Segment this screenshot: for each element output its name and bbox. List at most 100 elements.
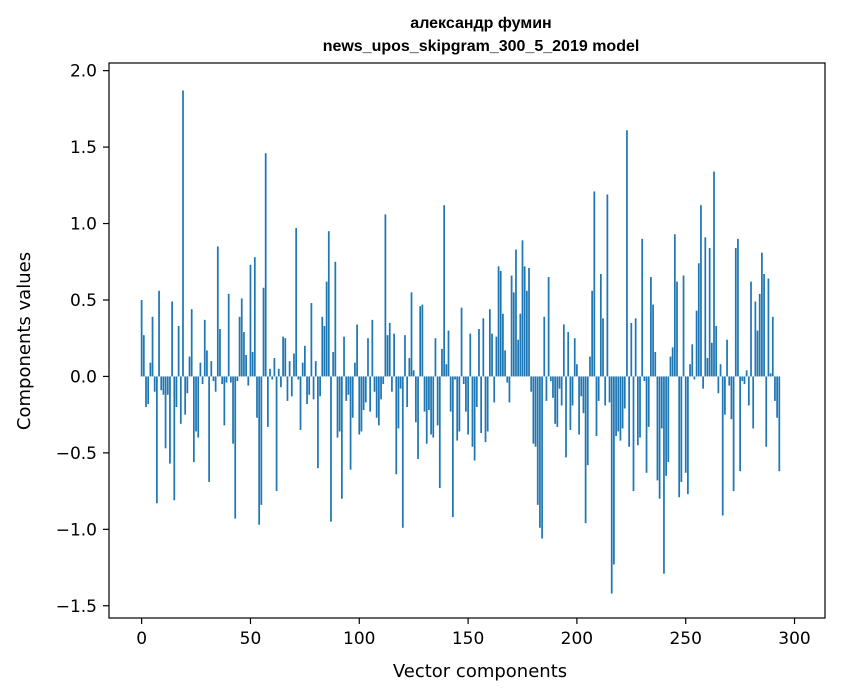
bar	[286, 376, 289, 401]
bar	[234, 376, 237, 519]
bar	[393, 333, 395, 377]
bar	[449, 376, 452, 412]
bar	[264, 153, 267, 377]
bar	[669, 356, 672, 377]
bar	[647, 376, 650, 427]
bar	[445, 364, 448, 377]
bar	[569, 376, 572, 430]
bar	[267, 376, 269, 427]
bar	[432, 376, 435, 438]
bar	[745, 370, 748, 377]
bar	[721, 376, 724, 516]
bar	[737, 238, 739, 377]
bar	[536, 376, 539, 505]
bar	[460, 307, 463, 377]
bar	[193, 376, 195, 463]
bar	[343, 336, 345, 377]
bar	[767, 278, 770, 377]
bar	[334, 261, 337, 377]
bar	[169, 376, 171, 464]
bar	[534, 376, 537, 447]
bar	[441, 348, 443, 377]
bar	[164, 376, 167, 449]
bar	[151, 316, 154, 377]
bar	[299, 376, 302, 430]
bar	[260, 376, 263, 505]
bar	[754, 301, 757, 377]
bar	[377, 376, 380, 426]
bar	[554, 376, 557, 424]
bar	[604, 376, 607, 406]
bar	[414, 376, 417, 423]
bar	[532, 376, 535, 444]
bar	[330, 376, 332, 522]
bar	[253, 257, 256, 377]
bar	[602, 318, 604, 377]
bar	[232, 376, 234, 444]
bar	[560, 376, 563, 406]
bar	[186, 376, 189, 394]
bar	[465, 376, 467, 412]
bar	[227, 293, 230, 377]
x-tick-label: 200	[561, 629, 593, 649]
bar	[695, 310, 698, 377]
bar	[384, 214, 387, 377]
bar	[156, 376, 158, 504]
bar	[756, 330, 759, 377]
bar	[391, 376, 393, 392]
bar	[741, 376, 744, 382]
bar	[628, 376, 630, 447]
bar	[562, 324, 565, 377]
bar	[747, 376, 750, 406]
bar	[730, 376, 733, 420]
bar	[543, 316, 546, 377]
bar	[251, 351, 254, 377]
bar	[367, 338, 369, 377]
bar	[502, 313, 504, 377]
bar	[728, 376, 731, 386]
x-axis-ticks: 0 50 100 150 200 250 300	[136, 618, 811, 649]
bar	[162, 376, 165, 395]
bar	[269, 368, 271, 377]
bar	[336, 376, 339, 438]
bar	[671, 347, 674, 377]
bar	[190, 309, 193, 377]
bar	[245, 355, 247, 377]
bar	[567, 332, 570, 377]
bar	[687, 376, 689, 495]
bar	[447, 330, 450, 377]
bar	[419, 306, 422, 377]
bar	[763, 273, 765, 377]
bar	[188, 356, 191, 377]
bar	[216, 246, 219, 377]
bar	[667, 376, 670, 463]
bar	[301, 362, 304, 377]
bar	[158, 290, 160, 377]
bar	[521, 240, 524, 377]
bar	[308, 376, 311, 395]
bar	[199, 362, 202, 377]
bar	[573, 338, 576, 377]
bar	[412, 370, 415, 377]
bar	[652, 304, 654, 377]
bar	[223, 376, 226, 426]
bar	[386, 335, 389, 377]
bar	[704, 237, 707, 377]
bar	[480, 376, 483, 433]
bar	[271, 376, 274, 380]
bar	[656, 376, 659, 481]
bar	[523, 266, 526, 377]
bar	[478, 329, 480, 377]
bar	[506, 376, 509, 383]
bar	[238, 316, 241, 377]
bar	[508, 376, 511, 403]
bar	[284, 338, 287, 377]
bar	[719, 364, 722, 377]
bar	[595, 376, 598, 437]
bar	[262, 287, 265, 377]
bar	[410, 292, 413, 377]
bar	[340, 376, 343, 499]
bar	[406, 376, 409, 408]
bar	[425, 376, 428, 444]
bar	[743, 376, 746, 385]
